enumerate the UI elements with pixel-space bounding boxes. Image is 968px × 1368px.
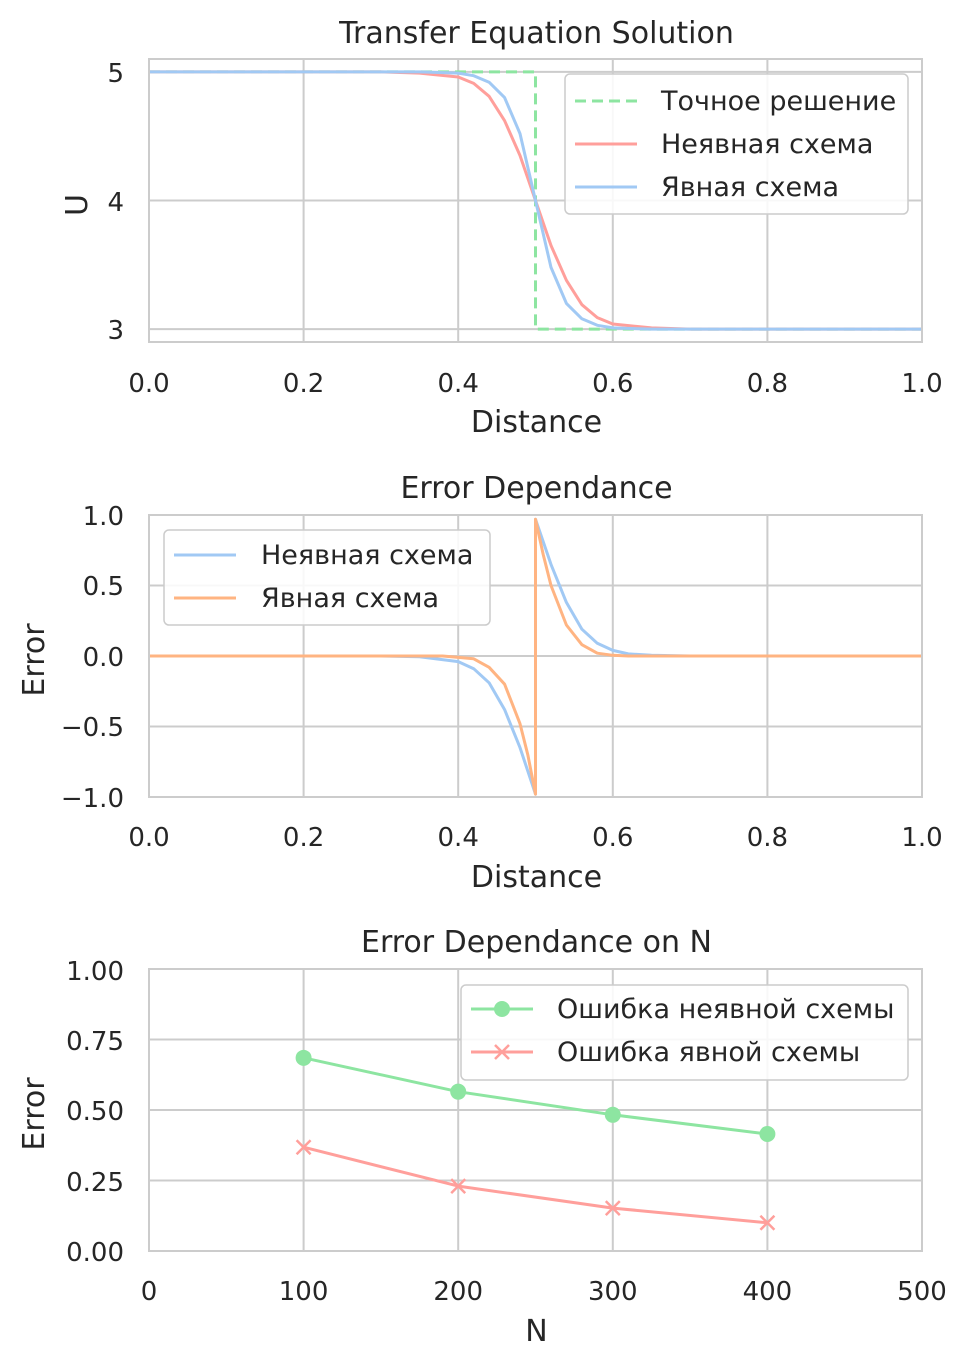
chart-title: Error Dependance on N: [361, 925, 712, 960]
data-point: [295, 1049, 312, 1066]
legend: Ошибка неявной схемы Ошибка явной схемы: [460, 984, 909, 1081]
legend-label: Неявная схема: [661, 129, 873, 160]
data-point: [450, 1178, 467, 1195]
y-tick-label: 0.00: [66, 1238, 124, 1268]
chart-panel-error: Error Dependance 0.0 0.2 0.4 0.6 0.8 1.0…: [17, 471, 943, 895]
y-axis-label: U: [60, 194, 95, 216]
chart-panel-solution: Transfer Equation Solution 0.0 0.2 0.4 0…: [60, 16, 943, 440]
x-tick-label: 0.2: [283, 369, 324, 399]
series-line: [149, 517, 922, 796]
plot-frame: [148, 514, 923, 798]
legend-label: Неявная схема: [261, 540, 473, 571]
legend-label: Ошибка явной схемы: [557, 1037, 860, 1068]
chart-title: Transfer Equation Solution: [338, 16, 734, 51]
chart-panel-error-vs-n: Error Dependance on N 0 100 200 300 400 …: [17, 925, 947, 1349]
legend-box: [564, 73, 909, 215]
x-tick-label: 500: [897, 1277, 947, 1307]
x-tick-label: 0.2: [283, 823, 324, 853]
legend-box: [163, 529, 491, 626]
series-line: [149, 70, 922, 331]
x-tick-label: 200: [433, 1277, 483, 1307]
y-tick-label: 0.75: [66, 1027, 124, 1057]
data-point: [759, 1214, 776, 1231]
y-tick-label: 0.25: [66, 1168, 124, 1198]
legend-label: Явная схема: [661, 172, 839, 203]
x-tick-label: 400: [743, 1277, 793, 1307]
data-point: [295, 1139, 312, 1156]
x-tick-label: 1.0: [901, 823, 942, 853]
y-tick-label: 0.5: [83, 572, 124, 602]
legend-marker-x: [494, 1044, 510, 1060]
y-tick-label: 1.00: [66, 957, 124, 987]
plot-frame: [148, 968, 923, 1252]
chart-title: Error Dependance: [400, 471, 672, 506]
x-axis-label: Distance: [471, 405, 602, 440]
x-tick-label: 1.0: [901, 369, 942, 399]
x-axis-label: Distance: [471, 860, 602, 895]
legend-marker-circle: [494, 1001, 510, 1017]
y-tick-label: −0.5: [61, 713, 124, 743]
legend-label: Явная схема: [261, 583, 439, 614]
y-tick-label: 0.50: [66, 1097, 124, 1127]
legend: Неявная схема Явная схема: [163, 529, 491, 626]
x-tick-label: 0.4: [438, 823, 479, 853]
data-point: [604, 1200, 621, 1217]
legend: Точное решение Неявная схема Явная схема: [564, 73, 909, 215]
x-axis-label: N: [525, 1314, 547, 1349]
y-axis-label: Error: [17, 623, 52, 697]
plot-frame: [148, 58, 923, 343]
y-tick-label: −1.0: [61, 784, 124, 814]
x-tick-label: 300: [588, 1277, 638, 1307]
x-tick-label: 0.4: [438, 369, 479, 399]
y-axis-label: Error: [17, 1077, 52, 1151]
x-tick-label: 0.8: [747, 369, 788, 399]
legend-label: Точное решение: [660, 86, 896, 117]
x-tick-label: 0.6: [592, 823, 633, 853]
x-tick-label: 100: [279, 1277, 329, 1307]
legend-label: Ошибка неявной схемы: [557, 994, 894, 1025]
y-tick-label: 3: [107, 316, 124, 346]
x-tick-label: 0.6: [592, 369, 633, 399]
y-tick-label: 5: [107, 59, 124, 89]
y-tick-label: 4: [107, 188, 124, 218]
y-tick-label: 0.0: [83, 643, 124, 673]
x-tick-label: 0.8: [747, 823, 788, 853]
data-point: [604, 1106, 621, 1123]
data-point: [759, 1125, 776, 1142]
x-tick-label: 0.0: [128, 823, 169, 853]
series-line: [303, 1145, 768, 1225]
x-tick-label: 0: [141, 1277, 158, 1307]
data-point: [450, 1083, 467, 1100]
x-tick-label: 0.0: [128, 369, 169, 399]
legend-box: [460, 984, 909, 1081]
series-line: [303, 1056, 768, 1136]
y-tick-label: 1.0: [83, 502, 124, 532]
